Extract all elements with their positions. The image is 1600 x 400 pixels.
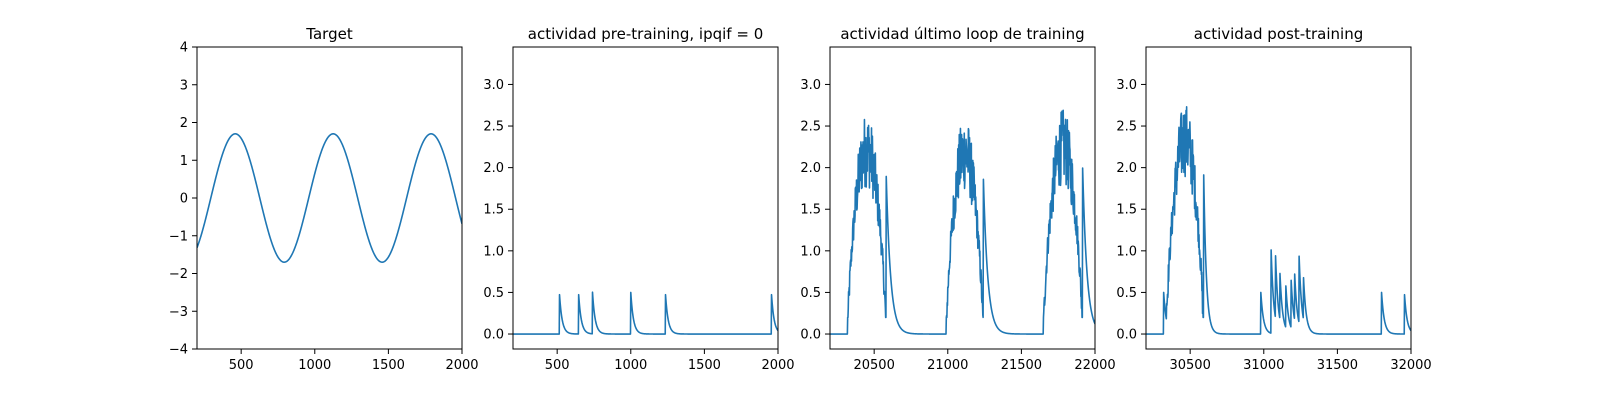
- chart-title: actividad post-training: [1194, 25, 1363, 43]
- y-tick-label: 0.0: [483, 328, 504, 343]
- y-tick-label: 0.5: [483, 286, 504, 301]
- y-tick-label: 2.0: [1116, 161, 1137, 176]
- x-tick-label: 21500: [1001, 358, 1042, 373]
- chart-panel-last-training-loop: actividad último loop de training 20500 2…: [800, 25, 1115, 373]
- y-tick-label: −2: [169, 267, 188, 282]
- y-tick-label: 1.5: [800, 203, 821, 218]
- y-tick-label: −1: [169, 229, 188, 244]
- chart-title: Target: [305, 25, 353, 43]
- y-tick-label: 0.5: [1116, 286, 1137, 301]
- plot-area: [197, 133, 462, 263]
- chart-panel-post-training: actividad post-training 30500 31000 31500 3…: [1116, 25, 1431, 373]
- axes-frame: [512, 46, 779, 350]
- y-tick-label: 2.0: [483, 161, 504, 176]
- y-tick-label: 4: [180, 41, 188, 56]
- chart-panel-target: Target 500 1000 1500 2000 −4 −3 −2 −1 0 1 2 3 4: [169, 25, 479, 373]
- y-tick-label: 2: [180, 116, 188, 131]
- series-line-target: [197, 133, 462, 263]
- x-tick-label: 500: [229, 358, 254, 373]
- plot-area: [1146, 106, 1411, 335]
- y-tick-label: 0: [180, 192, 188, 207]
- y-tick-label: 3.0: [1116, 78, 1137, 93]
- x-tick-label: 32000: [1390, 358, 1431, 373]
- axis-ticks: 20500 21000 21500 22000 0.0 0.5 1.0 1.5 2.0 2.5 3.…: [800, 78, 1115, 373]
- y-tick-label: 0.5: [800, 286, 821, 301]
- axes-frame: [829, 46, 1096, 350]
- y-tick-label: 2.5: [800, 120, 821, 135]
- x-tick-label: 1500: [688, 358, 721, 373]
- y-tick-label: 1: [180, 154, 188, 169]
- series-line-activity: [1146, 106, 1411, 335]
- series-line-activity: [830, 109, 1095, 335]
- x-tick-label: 22000: [1074, 358, 1115, 373]
- y-tick-label: 2.5: [483, 120, 504, 135]
- y-tick-label: 1.0: [1116, 244, 1137, 259]
- chart-title: actividad pre-training, ipqif = 0: [528, 25, 764, 43]
- axes-frame: [1145, 46, 1412, 350]
- y-tick-label: 2.5: [1116, 120, 1137, 135]
- x-tick-label: 31500: [1317, 358, 1358, 373]
- chart-panel-pre-training: actividad pre-training, ipqif = 0 500 100…: [483, 25, 794, 373]
- plot-area: [830, 109, 1095, 335]
- chart-title: actividad último loop de training: [840, 25, 1084, 43]
- y-tick-label: 0.0: [800, 328, 821, 343]
- x-tick-label: 1000: [614, 358, 647, 373]
- x-tick-label: 21000: [927, 358, 968, 373]
- x-tick-label: 2000: [445, 358, 478, 373]
- x-tick-label: 30500: [1169, 358, 1210, 373]
- y-tick-label: 1.0: [800, 244, 821, 259]
- y-tick-label: 1.0: [483, 244, 504, 259]
- axis-ticks: 500 1000 1500 2000 −4 −3 −2 −1 0 1 2 3 4: [169, 41, 479, 374]
- y-tick-label: −4: [169, 343, 188, 358]
- plot-area: [513, 291, 778, 335]
- axis-ticks: 30500 31000 31500 32000 0.0 0.5 1.0 1.5 2.0 2.5 3.…: [1116, 78, 1431, 373]
- x-tick-label: 1500: [372, 358, 405, 373]
- y-tick-label: −3: [169, 305, 188, 320]
- x-tick-label: 2000: [761, 358, 794, 373]
- series-line-activity: [513, 291, 778, 335]
- x-tick-label: 31000: [1243, 358, 1284, 373]
- y-tick-label: 3: [180, 78, 188, 93]
- y-tick-label: 3.0: [800, 78, 821, 93]
- y-tick-label: 1.5: [483, 203, 504, 218]
- y-tick-label: 1.5: [1116, 203, 1137, 218]
- x-tick-label: 20500: [853, 358, 894, 373]
- y-tick-label: 3.0: [483, 78, 504, 93]
- axes-frame: [196, 46, 463, 350]
- axis-ticks: 500 1000 1500 2000 0.0 0.5 1.0 1.5 2.0 2.5 3.0: [483, 78, 794, 373]
- y-tick-label: 0.0: [1116, 328, 1137, 343]
- x-tick-label: 500: [545, 358, 570, 373]
- y-tick-label: 2.0: [800, 161, 821, 176]
- x-tick-label: 1000: [298, 358, 331, 373]
